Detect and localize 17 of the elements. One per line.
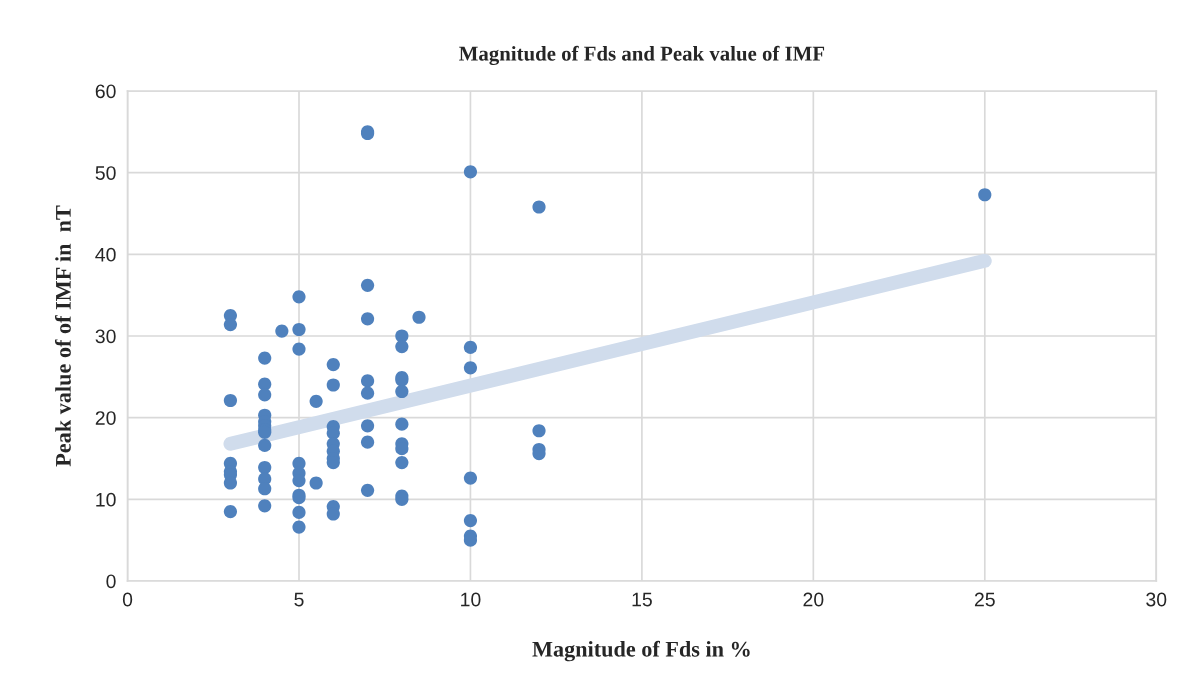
x-tick-label: 25 <box>974 592 995 607</box>
y-tick-label: 20 <box>95 411 116 425</box>
x-axis-title: Magnitude of Fds in % <box>532 640 750 662</box>
y-tick-label: 50 <box>95 166 116 180</box>
y-tick-label: 0 <box>106 574 116 589</box>
x-tick-label: 15 <box>632 592 652 607</box>
y-tick-label: 40 <box>95 247 116 262</box>
chart-title: Magnitude of Fds and Peak value of IMF <box>459 45 825 66</box>
x-tick-label: 5 <box>294 592 304 607</box>
y-axis-title: Peak value of of IMF in nT <box>54 205 71 467</box>
x-tick-label: 10 <box>461 592 481 607</box>
x-tick-label: 0 <box>122 592 133 607</box>
y-tick-label: 30 <box>95 329 116 344</box>
x-tick-label: 20 <box>803 592 824 607</box>
x-tick-label: 30 <box>1146 592 1167 607</box>
y-tick-label: 10 <box>96 492 116 507</box>
y-tick-label: 60 <box>95 84 116 99</box>
